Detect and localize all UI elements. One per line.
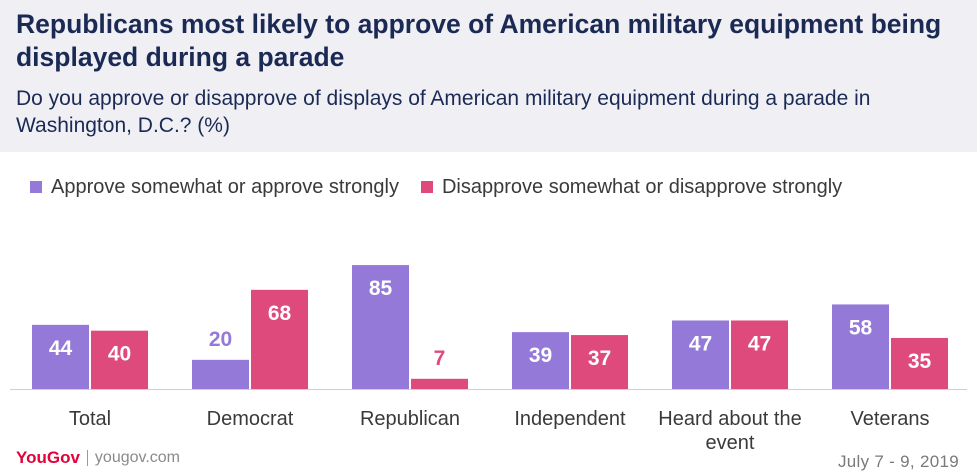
logo-divider [86, 450, 88, 466]
data-label-disapprove-1: 68 [268, 302, 292, 325]
bar-approve-1 [192, 359, 249, 389]
data-label-disapprove-4: 47 [748, 332, 771, 355]
bar-disapprove-4 [731, 320, 788, 389]
category-label-4: Heard about the event [658, 408, 801, 454]
brand-logo: YouGov [16, 448, 80, 467]
category-label-3: Independent [514, 408, 626, 430]
legend: Approve somewhat or approve strongly Dis… [30, 172, 864, 202]
data-label-disapprove-2: 7 [434, 347, 446, 370]
bar-approve-5 [832, 304, 889, 389]
category-label-5: Veterans [851, 408, 930, 430]
data-label-approve-4: 47 [689, 332, 712, 355]
legend-swatch-approve [30, 181, 42, 193]
bar-disapprove-5 [891, 337, 948, 389]
bar-disapprove-1 [251, 289, 308, 389]
data-label-approve-0: 44 [49, 337, 73, 360]
chart-title: Republicans most likely to approve of Am… [16, 9, 942, 72]
survey-dates: July 7 - 9, 2019 [837, 452, 959, 471]
bar-disapprove-3 [571, 335, 628, 389]
legend-item-approve: Approve somewhat or approve strongly [30, 176, 399, 199]
bar-disapprove-2 [411, 378, 468, 389]
category-label-1: Democrat [207, 408, 294, 430]
legend-swatch-disapprove [420, 181, 433, 193]
data-label-disapprove-5: 35 [908, 350, 932, 373]
category-label-0: Total [69, 408, 111, 430]
bar-approve-0 [32, 324, 89, 389]
data-label-disapprove-0: 40 [108, 343, 131, 366]
bar-approve-4 [672, 320, 729, 389]
bar-disapprove-0 [91, 330, 148, 389]
legend-item-disapprove: Disapprove somewhat or disapprove strong… [420, 175, 843, 199]
site-link[interactable]: yougov.com [94, 449, 180, 466]
legend-label-approve: Approve somewhat or approve strongly [51, 175, 399, 198]
data-label-approve-3: 39 [529, 344, 552, 367]
header-panel: Republicans most likely to approve of Am… [0, 0, 977, 152]
data-label-approve-2: 85 [369, 277, 393, 300]
footer-logo: YouGov yougov.com [16, 446, 180, 470]
legend-label-disapprove: Disapprove somewhat or disapprove strong… [441, 175, 843, 198]
bar-approve-3 [512, 332, 569, 389]
bar-approve-2 [352, 265, 409, 389]
chart-subtitle: Do you approve or disapprove of displays… [16, 87, 871, 137]
data-label-approve-5: 58 [849, 316, 873, 339]
data-label-disapprove-3: 37 [588, 347, 611, 370]
data-label-approve-1: 20 [209, 328, 232, 351]
category-label-2: Republican [360, 408, 460, 430]
